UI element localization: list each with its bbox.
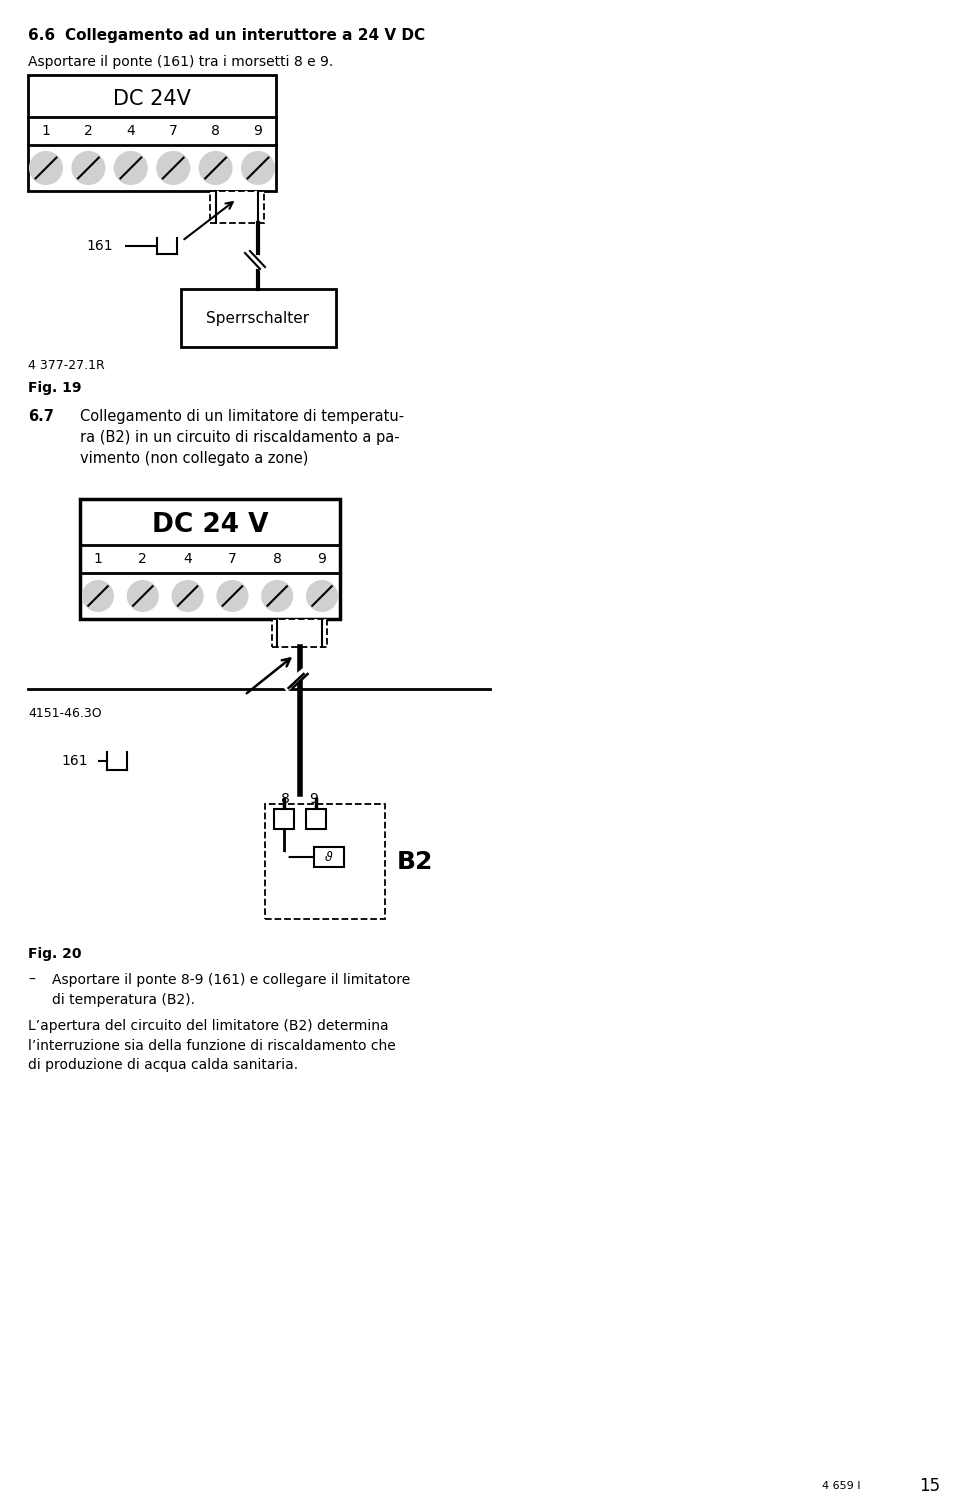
Bar: [265, 804, 385, 919]
Text: 8: 8: [273, 553, 281, 566]
Bar: [28, 75, 276, 191]
Text: 2: 2: [84, 123, 93, 139]
Circle shape: [262, 581, 292, 611]
Text: 8: 8: [281, 792, 290, 806]
Text: 4151-46.3O: 4151-46.3O: [28, 706, 102, 720]
Text: L’apertura del circuito del limitatore (B2) determina
l’interruzione sia della f: L’apertura del circuito del limitatore (…: [28, 1020, 396, 1072]
Text: 6.6: 6.6: [28, 29, 55, 44]
Bar: [305, 809, 325, 828]
Bar: [80, 498, 340, 619]
Text: 6.7: 6.7: [28, 410, 54, 425]
Text: Collegamento di un limitatore di temperatu-
ra (B2) in un circuito di riscaldame: Collegamento di un limitatore di tempera…: [80, 410, 404, 465]
Text: Asportare il ponte (161) tra i morsetti 8 e 9.: Asportare il ponte (161) tra i morsetti …: [28, 56, 333, 69]
Circle shape: [279, 852, 288, 861]
Text: 9: 9: [253, 123, 262, 139]
Text: B2: B2: [396, 849, 433, 873]
Text: 7: 7: [169, 123, 178, 139]
Circle shape: [200, 152, 231, 184]
Text: 9: 9: [309, 792, 318, 806]
Circle shape: [72, 152, 105, 184]
Circle shape: [157, 152, 189, 184]
Text: 4 377-27.1R: 4 377-27.1R: [28, 358, 105, 372]
Circle shape: [217, 581, 248, 611]
Circle shape: [115, 152, 147, 184]
Text: 161: 161: [61, 755, 88, 768]
Text: 9: 9: [318, 553, 326, 566]
Text: 161: 161: [86, 239, 113, 253]
Text: Collegamento ad un interuttore a 24 V DC: Collegamento ad un interuttore a 24 V DC: [65, 29, 425, 44]
Bar: [314, 846, 344, 867]
Circle shape: [128, 581, 157, 611]
Text: 4: 4: [127, 123, 135, 139]
Circle shape: [76, 221, 124, 270]
Text: 2: 2: [138, 553, 147, 566]
Circle shape: [53, 739, 97, 783]
Circle shape: [173, 581, 203, 611]
Text: 1: 1: [41, 123, 51, 139]
Text: DC 24V: DC 24V: [113, 89, 191, 108]
Text: Sperrschalter: Sperrschalter: [206, 310, 309, 325]
Text: 1: 1: [93, 553, 103, 566]
Bar: [274, 809, 294, 828]
Bar: [180, 289, 335, 346]
Text: 7: 7: [228, 553, 237, 566]
Bar: [273, 619, 327, 648]
Text: $\vartheta$: $\vartheta$: [324, 849, 333, 864]
Text: 4 659 I: 4 659 I: [822, 1480, 860, 1491]
Text: Fig. 19: Fig. 19: [28, 381, 82, 395]
Text: –: –: [28, 973, 35, 986]
Circle shape: [30, 152, 62, 184]
Text: 4: 4: [183, 553, 192, 566]
Circle shape: [242, 152, 274, 184]
Text: 15: 15: [919, 1477, 940, 1495]
Bar: [209, 191, 264, 223]
Text: 8: 8: [211, 123, 220, 139]
Text: DC 24 V: DC 24 V: [152, 512, 268, 538]
Text: Fig. 20: Fig. 20: [28, 947, 82, 961]
Circle shape: [83, 581, 113, 611]
Circle shape: [307, 581, 337, 611]
Text: Asportare il ponte 8-9 (161) e collegare il limitatore
di temperatura (B2).: Asportare il ponte 8-9 (161) e collegare…: [52, 973, 410, 1006]
